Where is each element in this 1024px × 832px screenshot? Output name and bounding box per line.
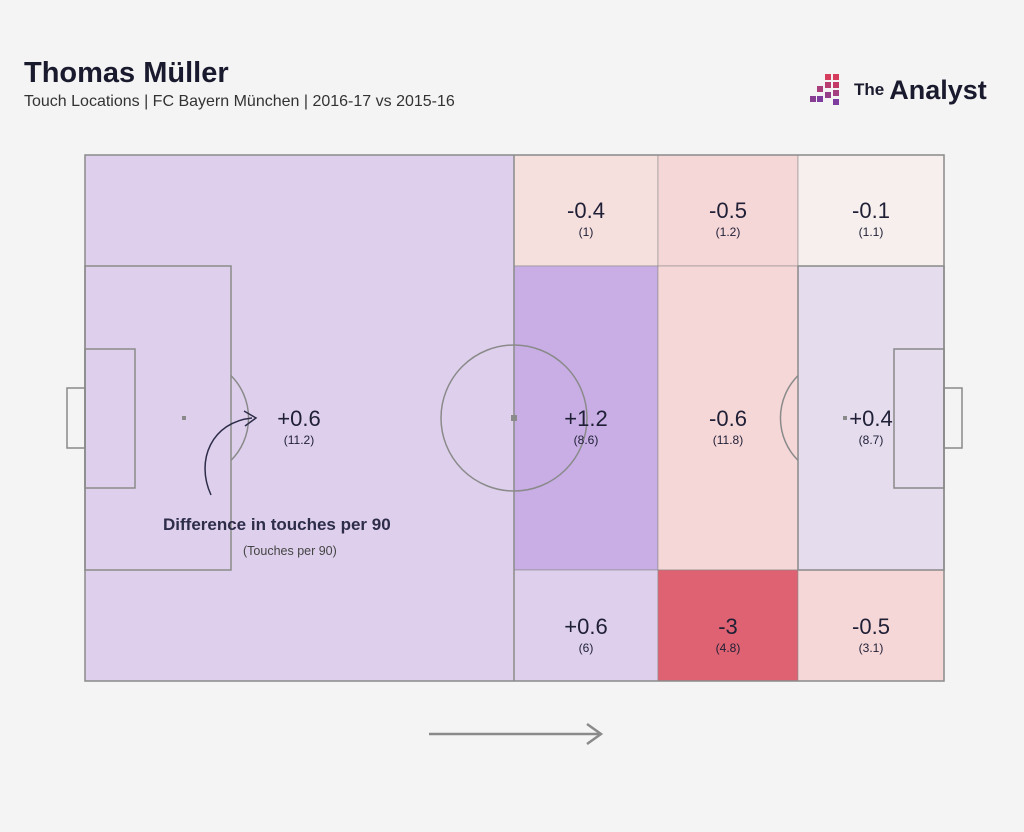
left-goal [66,387,86,449]
zone-touches-final-third-inner-left: (1.2) [716,225,741,239]
brand-logo: The Analyst [810,72,987,108]
left-penalty-spot [182,416,186,420]
center-spot [511,415,517,421]
center-circle [440,344,588,492]
zone-value-final-third-inner-left: -0.5 [709,198,747,223]
zone-value-final-third-outer-left: -0.1 [852,198,890,223]
annotation-arrowhead [243,410,258,427]
zone-cell-final-third-inner-left [657,154,799,267]
zone-cell-own-half [84,154,515,682]
annotation-arrow [204,417,253,496]
zone-cell-final-third-inner-right [657,569,799,682]
zone-value-final-third-inner-right: -3 [718,614,738,639]
heatmap-zones [84,154,945,682]
zone-touches-final-third-outer-left: (1.1) [859,225,884,239]
zone-touches-middle-third-left-wing: (1) [579,225,594,239]
pitch-spots [182,415,847,421]
zone-cell-final-third-outer-right [797,569,945,682]
zone-cell-middle-third-right-wing [513,569,659,682]
zone-value-final-third-box: +0.4 [849,406,892,431]
zone-touches-middle-third-right-wing: (6) [579,641,594,655]
zone-touches-middle-third-center: (8.6) [574,433,599,447]
right-goal [943,387,963,449]
zone-cell-final-third-box [797,265,945,571]
brand-prefix: The [854,80,885,99]
zone-value-middle-third-center: +1.2 [564,406,607,431]
zone-value-own-half: +0.6 [277,406,320,431]
right-penalty-arc [779,375,799,461]
zone-value-middle-third-left-wing: -0.4 [567,198,605,223]
zone-cell-middle-third-center [513,265,659,571]
chart-title: Thomas Müller [24,57,229,89]
legend-sub-label: (Touches per 90) [243,544,337,558]
right-penalty-spot [843,416,847,420]
zone-value-final-third-outer-right: -0.5 [852,614,890,639]
zone-labels: +0.6 (11.2) -0.4 (1) -0.5 (1.2) -0.1 (1.1) +1.2 (… [277,198,892,655]
attack-direction-arrowhead [586,722,604,746]
zone-cell-middle-third-left-wing [513,154,659,267]
zone-touches-final-third-inner-center: (11.8) [713,433,743,447]
brand-name: Analyst [889,74,987,105]
analyst-logo-icon [810,74,839,105]
zone-touches-final-third-box: (8.7) [859,433,884,447]
legend-value-label: Difference in touches per 90 [163,515,391,534]
zone-touches-own-half: (11.2) [284,433,314,447]
zone-touches-final-third-inner-right: (4.8) [716,641,741,655]
chart-subtitle: Touch Locations | FC Bayern München | 20… [24,93,455,110]
zone-cell-final-third-outer-left [797,154,945,267]
zone-value-final-third-inner-center: -0.6 [709,406,747,431]
zone-value-middle-third-right-wing: +0.6 [564,614,607,639]
zone-touches-final-third-outer-right: (3.1) [859,641,884,655]
pitch-markings [66,154,963,682]
